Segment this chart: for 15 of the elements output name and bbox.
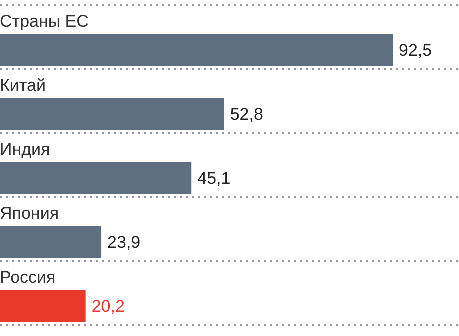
y-tick-label: Китай	[0, 76, 46, 95]
data-label: 23,9	[108, 233, 141, 252]
bar	[0, 98, 224, 130]
bar	[0, 290, 86, 322]
bar	[0, 34, 393, 66]
y-tick-label: Индия	[0, 140, 50, 159]
y-tick-label: Россия	[0, 268, 56, 287]
data-label: 20,2	[92, 297, 125, 316]
y-tick-label: Япония	[0, 204, 60, 223]
data-label: 45,1	[198, 169, 231, 188]
data-label: 52,8	[230, 105, 264, 124]
bar	[0, 162, 192, 194]
data-label: 92,5	[399, 41, 432, 60]
y-tick-label: Страны ЕС	[0, 12, 89, 31]
bar	[0, 226, 102, 258]
